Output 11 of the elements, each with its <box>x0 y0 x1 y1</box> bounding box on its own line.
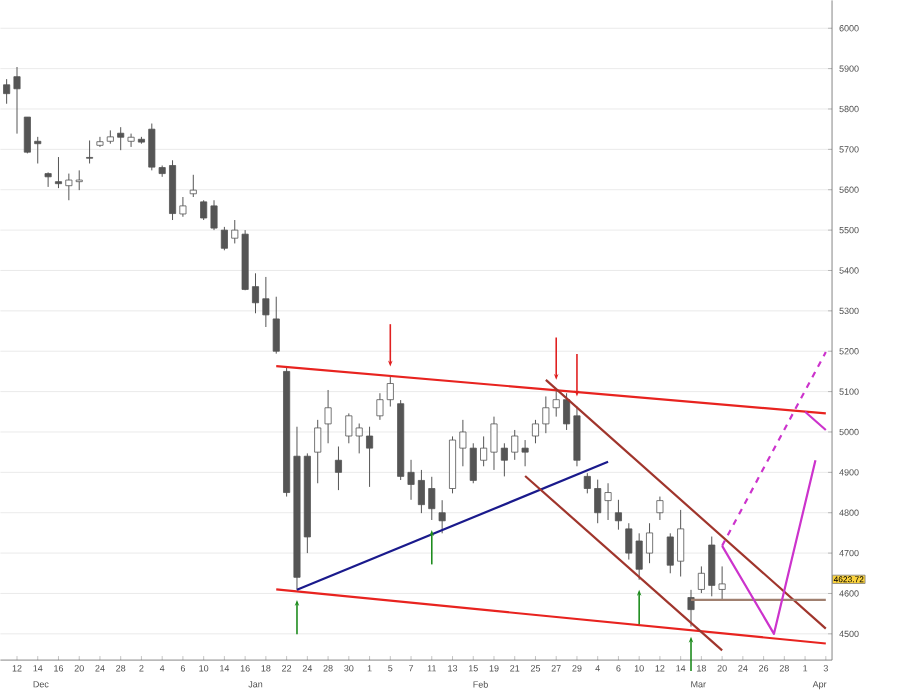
candlestick <box>44 171 52 188</box>
candlestick <box>438 499 446 534</box>
candlestick <box>614 499 622 531</box>
candlestick <box>324 389 332 444</box>
candlestick <box>656 496 664 521</box>
candlestick <box>687 589 695 628</box>
candlestick <box>334 446 342 491</box>
candlestick <box>272 296 280 355</box>
candlestick <box>314 419 322 484</box>
candlestick <box>86 140 94 165</box>
candlestick <box>189 174 197 198</box>
